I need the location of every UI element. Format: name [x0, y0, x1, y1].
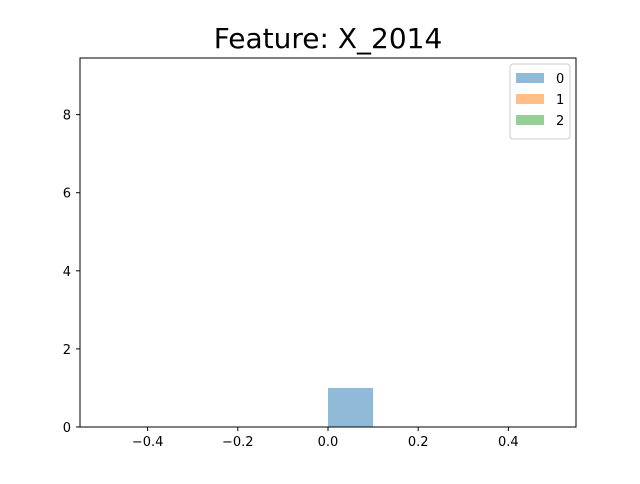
x-tick-label: 0.2: [408, 435, 429, 450]
legend: 0 1 2: [509, 63, 571, 140]
legend-label-0: 0: [556, 72, 564, 87]
y-tick-label: 6: [63, 187, 71, 202]
legend-swatch-2: [516, 115, 544, 125]
plot-frame: [79, 57, 577, 428]
y-tick-label: 0: [63, 421, 71, 436]
x-tick-label: −0.2: [222, 435, 254, 450]
x-axis: −0.4 −0.2 0.0 0.2 0.4: [132, 427, 519, 450]
y-tick-label: 4: [63, 265, 71, 280]
y-axis: 0 2 4 6 8: [63, 109, 80, 436]
x-tick-label: −0.4: [132, 435, 164, 450]
y-tick-label: 2: [63, 343, 71, 358]
chart-title: Feature: X_2014: [214, 22, 443, 55]
legend-label-1: 1: [556, 93, 564, 108]
x-tick-label: 0.4: [498, 435, 519, 450]
y-tick-label: 8: [63, 109, 71, 124]
legend-label-2: 2: [556, 114, 564, 129]
legend-swatch-1: [516, 94, 544, 104]
x-tick-label: 0.0: [318, 435, 339, 450]
histogram-bar-series-0-0: [328, 387, 374, 427]
legend-swatch-0: [516, 73, 544, 83]
bars-layer: [328, 387, 374, 427]
